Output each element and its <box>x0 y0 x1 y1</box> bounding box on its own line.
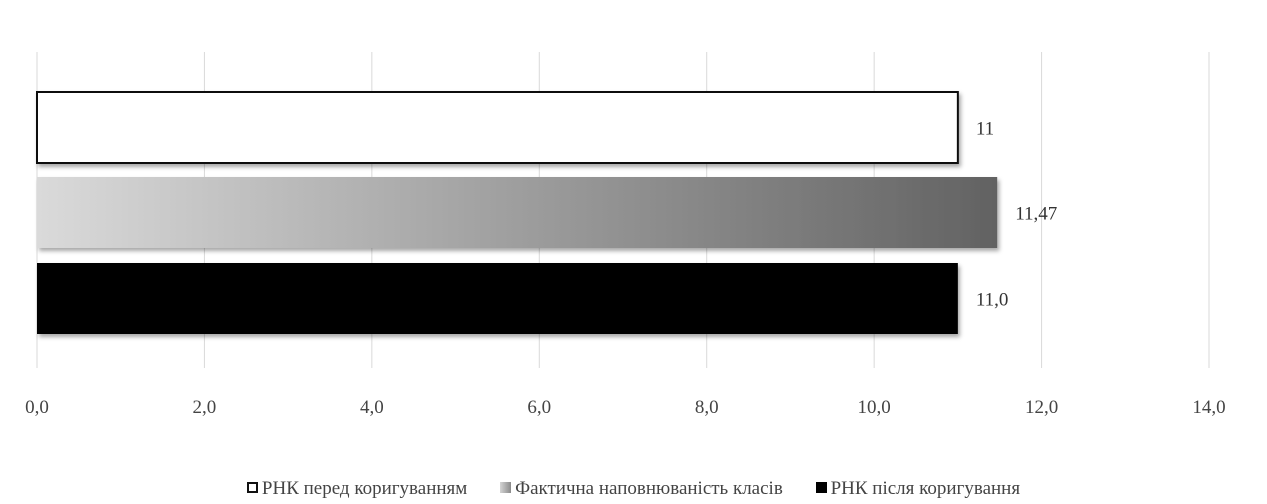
x-tick-label: 10,0 <box>858 397 891 418</box>
legend-label-rnk-after: РНК після коригування <box>830 478 1021 499</box>
legend-item-rnk-after: РНК після коригування <box>815 478 1021 500</box>
legend-item-rnk-before: РНК перед коригуванням <box>246 478 468 500</box>
bar-value-label: 11 <box>976 119 994 140</box>
legend-label-actual-occupancy: Фактична наповнюваність класів <box>515 478 783 499</box>
legend-swatch-black <box>815 482 827 493</box>
x-tick-label: 4,0 <box>360 397 384 418</box>
x-tick-label: 14,0 <box>1192 397 1225 418</box>
x-axis-ticks: 0,0 2,0 4,0 6,0 8,0 10,0 12,0 14,0 <box>25 397 1226 418</box>
bar <box>36 91 959 164</box>
x-tick-label: 6,0 <box>527 397 551 418</box>
x-tick-label: 12,0 <box>1025 397 1058 418</box>
bars <box>36 91 998 334</box>
bar-value-label: 11,47 <box>1015 204 1057 225</box>
x-tick-label: 8,0 <box>695 397 719 418</box>
data-labels: 11 11,47 11,0 <box>976 119 1057 311</box>
legend-item-actual-occupancy: Фактична наповнюваність класів <box>500 478 783 500</box>
x-tick-label: 0,0 <box>25 397 49 418</box>
legend-label-rnk-before: РНК перед коригуванням <box>261 478 468 499</box>
legend: РНК перед коригуванням Фактична наповнюв… <box>0 478 1267 500</box>
x-tick-label: 2,0 <box>193 397 217 418</box>
legend-swatch-white <box>246 482 258 493</box>
bar-value-label: 11,0 <box>976 290 1009 311</box>
bar <box>37 177 998 248</box>
legend-swatch-gray <box>500 482 512 493</box>
bar <box>37 263 958 334</box>
